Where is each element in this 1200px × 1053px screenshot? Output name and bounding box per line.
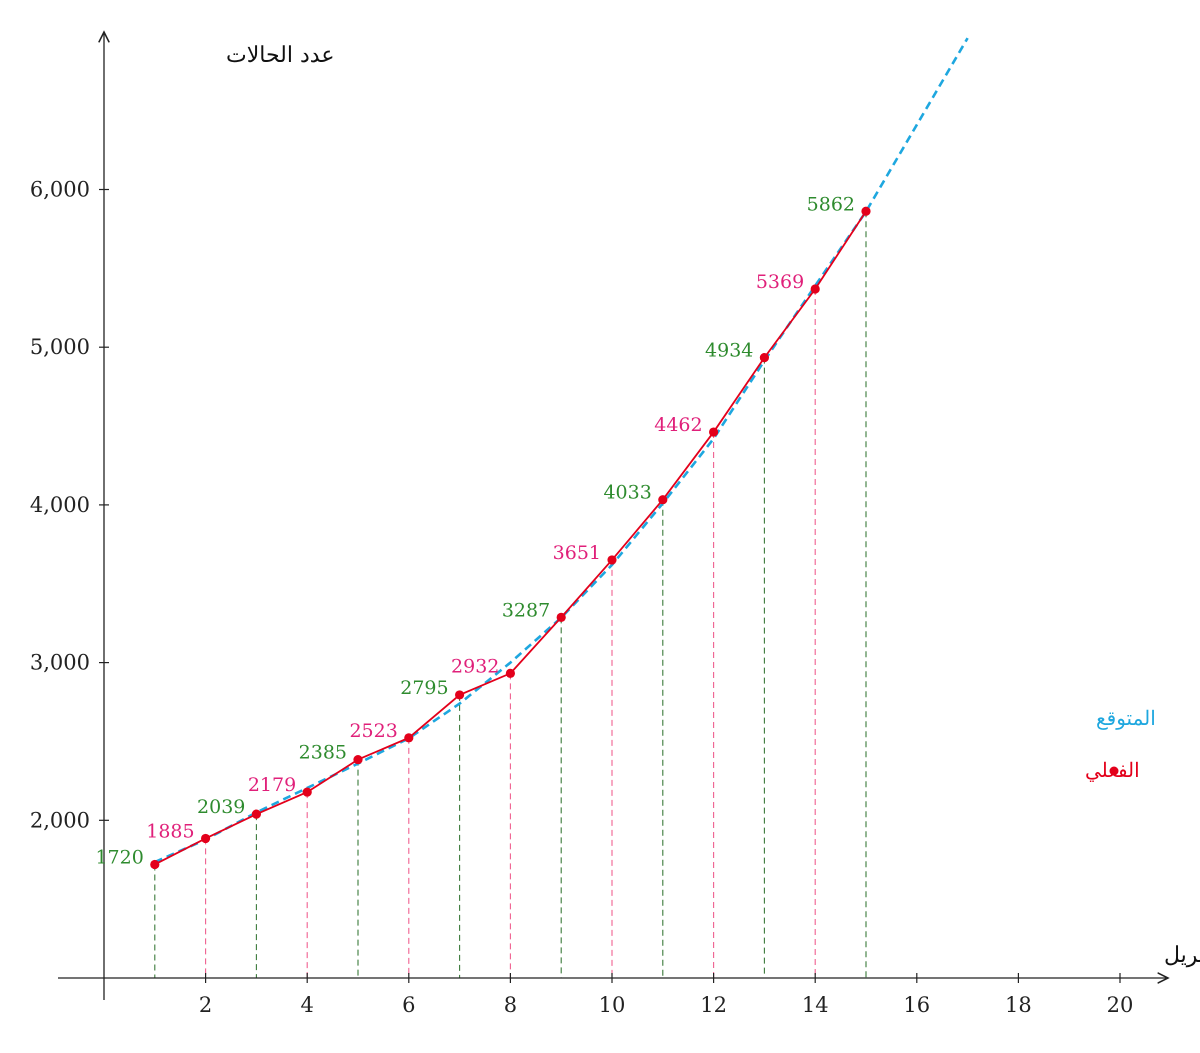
data-point [302, 787, 312, 797]
drop-lines [154, 211, 867, 978]
x-axis-title: إبريل [1164, 943, 1200, 968]
data-label: 2179 [248, 774, 296, 796]
x-tick-label: 14 [802, 993, 829, 1017]
data-label: 1885 [146, 820, 194, 842]
data-point [150, 859, 160, 870]
legend-actual-marker [1109, 766, 1119, 776]
data-point [658, 495, 668, 505]
y-ticks: 2,000 3,000 4,000 5,000 6,000 [30, 178, 109, 832]
data-label: 4934 [705, 340, 753, 362]
data-point [709, 427, 719, 437]
data-label: 5862 [807, 193, 855, 215]
legend-expected-label: المتوقع [1096, 706, 1156, 730]
x-tick-label: 2 [199, 993, 212, 1017]
y-tick-label: 2,000 [30, 808, 90, 832]
data-label: 2385 [299, 742, 347, 764]
legend-actual-label: الفعلي [1085, 758, 1140, 782]
x-tick-label: 20 [1107, 993, 1134, 1017]
data-point [201, 833, 211, 844]
y-tick-label: 5,000 [30, 335, 90, 359]
data-label: 1720 [95, 846, 143, 868]
legend-expected-prefix: - [1108, 706, 1115, 730]
y-tick-label: 4,000 [30, 493, 90, 517]
data-point [505, 668, 515, 678]
data-point [251, 809, 261, 819]
y-tick-label: 6,000 [30, 178, 90, 202]
data-label: 2932 [451, 655, 499, 677]
data-point [759, 353, 770, 363]
data-point [455, 690, 465, 700]
x-tick-label: 12 [700, 993, 727, 1017]
data-point [861, 206, 871, 216]
data-label: 4462 [654, 414, 702, 436]
data-label: 2039 [197, 796, 245, 818]
data-point [556, 612, 566, 622]
data-point [404, 733, 414, 743]
x-tick-label: 8 [504, 993, 517, 1017]
data-label: 5369 [756, 271, 804, 293]
data-point [607, 555, 617, 565]
data-label: 3651 [553, 542, 601, 564]
data-label: 4033 [603, 482, 651, 504]
legend: - المتوقع الفعلي [1085, 706, 1156, 782]
data-label: 2795 [400, 677, 448, 699]
x-tick-label: 6 [402, 993, 415, 1017]
x-tick-label: 4 [301, 993, 314, 1017]
series-line-expected [154, 37, 969, 864]
y-axis-title: عدد الحالات [226, 43, 334, 68]
data-point [810, 284, 820, 294]
x-tick-label: 10 [599, 993, 626, 1017]
x-ticks: 2 4 6 8 10 12 14 16 18 20 [199, 973, 1133, 1017]
x-tick-label: 18 [1005, 993, 1032, 1017]
data-label: 2523 [349, 720, 397, 742]
data-label: 3287 [502, 599, 550, 621]
y-tick-label: 3,000 [30, 651, 90, 675]
x-tick-label: 16 [903, 993, 930, 1017]
data-point [353, 754, 363, 765]
